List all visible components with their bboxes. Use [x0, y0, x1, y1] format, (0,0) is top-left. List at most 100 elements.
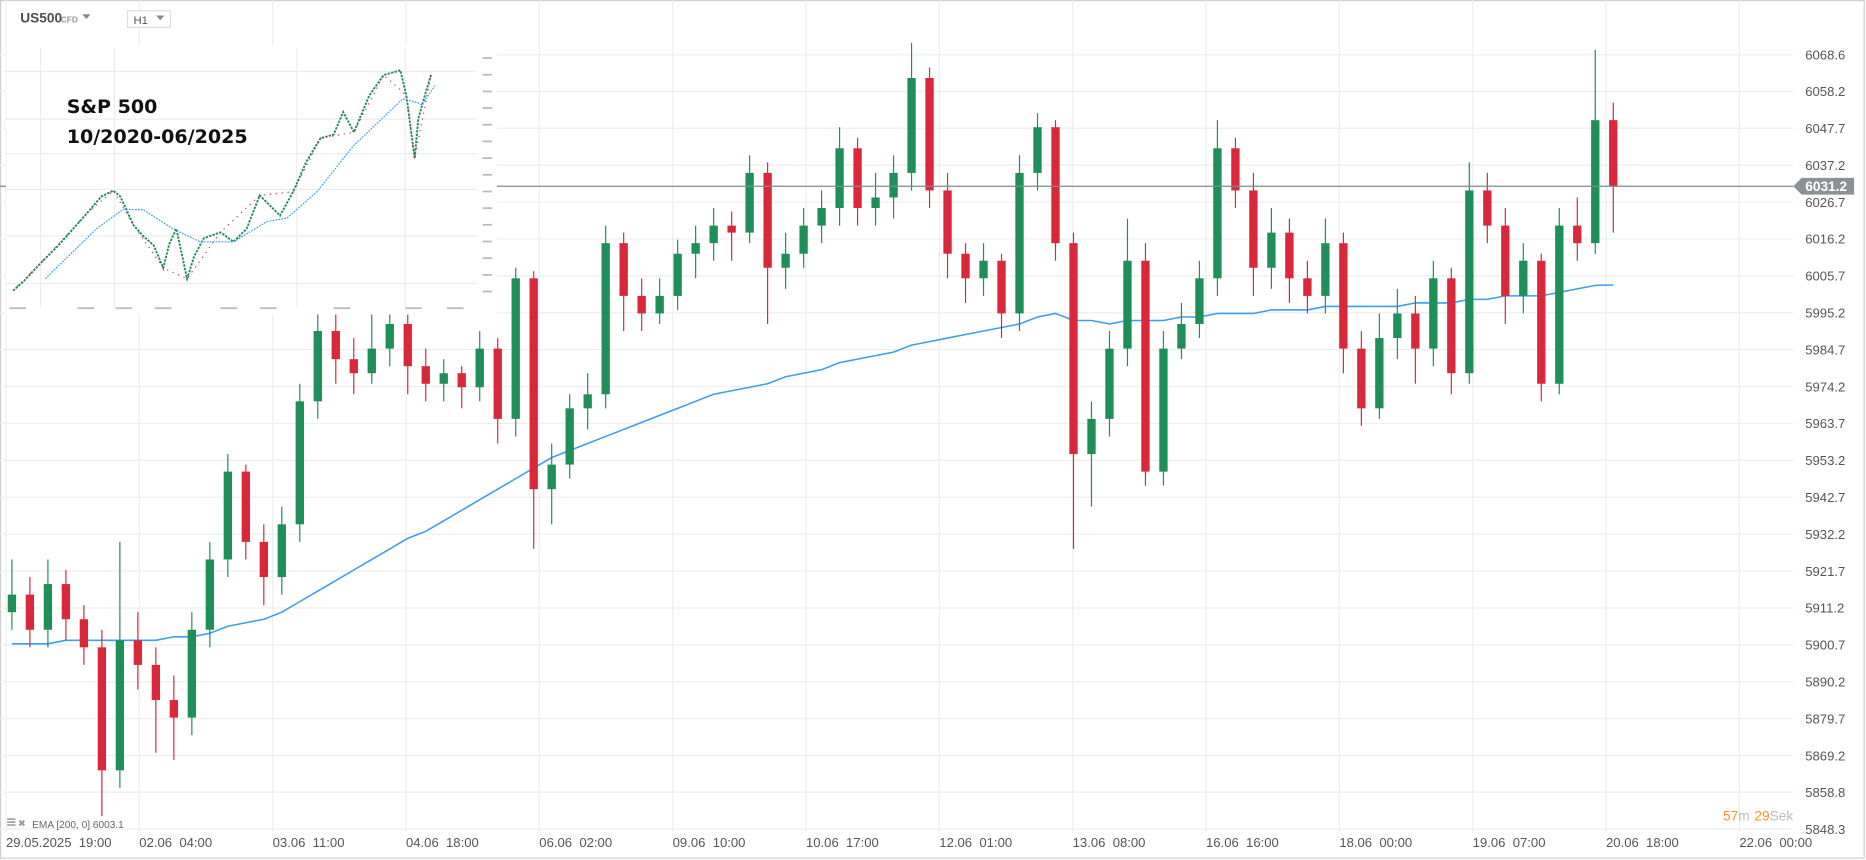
candle-down	[1051, 120, 1060, 261]
candle-down	[1303, 260, 1312, 314]
candle-up	[313, 302, 322, 419]
candle-body	[1177, 324, 1186, 349]
candle-body	[1141, 260, 1150, 472]
candle-up	[1123, 218, 1132, 367]
candle-body	[187, 629, 197, 718]
candle-down	[1411, 295, 1420, 384]
candle-body	[259, 541, 268, 578]
candle-body	[835, 148, 844, 209]
candle-body	[421, 366, 430, 384]
candle-body	[1573, 225, 1582, 244]
candle-body	[43, 584, 53, 630]
y-tick-label: 5858.8	[1805, 785, 1845, 800]
candle-body	[349, 359, 358, 374]
candle-body	[817, 208, 826, 226]
candle-up	[709, 208, 718, 261]
candle-up	[799, 208, 808, 268]
candle-up	[565, 394, 574, 479]
candle-down	[241, 464, 250, 560]
candle-body	[277, 524, 286, 578]
candle-down	[1501, 208, 1510, 325]
candle-body	[457, 373, 466, 388]
candle-body	[1051, 127, 1060, 244]
x-tick-label: 12.06 01:00	[939, 835, 1012, 850]
candle-body	[925, 77, 934, 191]
candle-body	[979, 260, 988, 279]
candle-down	[727, 211, 736, 261]
x-tick-label: 04.06 18:00	[406, 835, 479, 850]
candle-body	[79, 619, 89, 648]
candle-body	[1393, 313, 1402, 339]
x-tick-label: 10.06 17:00	[806, 835, 879, 850]
candle-body	[205, 559, 215, 630]
candle-body	[169, 700, 179, 718]
remove-indicator-icon[interactable]: ✖	[18, 819, 26, 830]
candle-up	[1195, 260, 1204, 339]
candle-up	[673, 239, 682, 310]
x-tick-label: 13.06 08:00	[1073, 835, 1146, 850]
candle-body	[1015, 172, 1024, 314]
candle-down	[1069, 232, 1078, 549]
candle-body	[493, 348, 502, 419]
x-tick-label: 22.06 00:00	[1739, 835, 1812, 850]
candle-body	[1429, 278, 1438, 349]
y-tick-label: 5869.2	[1805, 748, 1845, 763]
candle-body	[1447, 278, 1456, 374]
price-tag: 6031.2	[1793, 177, 1855, 195]
candle-down	[493, 338, 502, 444]
candle-down	[997, 253, 1006, 339]
candle-down	[1249, 172, 1258, 296]
candle-body	[511, 278, 520, 419]
candle-body	[889, 172, 898, 198]
candle-body	[1033, 127, 1042, 173]
y-tick-label: 6026.7	[1805, 195, 1845, 210]
symbol-type: CFD	[61, 15, 78, 25]
price-axis[interactable]: 6068.6 6058.2 6047.7 6037.2 6026.7 6016.2 6005…	[1805, 48, 1845, 837]
x-tick-label: 18.06 00:00	[1339, 835, 1412, 850]
candle-body	[1339, 243, 1348, 349]
candle-up	[367, 313, 376, 384]
candle-up	[1087, 401, 1096, 507]
candle-body	[529, 278, 538, 490]
y-tick-label: 5890.2	[1805, 675, 1845, 690]
candle-up	[1015, 155, 1024, 332]
candle-body	[547, 464, 556, 490]
candle-body	[1357, 348, 1366, 409]
candle-down	[403, 313, 412, 395]
timeframe-selector[interactable]: H1	[126, 10, 171, 28]
candle-countdown: 57m 29Sek	[1723, 809, 1793, 824]
inset-background	[5, 45, 497, 315]
candle-up	[601, 225, 610, 409]
candle-down	[529, 271, 538, 549]
candle-body	[961, 253, 970, 279]
candle-down	[331, 313, 340, 384]
chevron-down-icon	[156, 15, 165, 21]
candle-down	[1573, 197, 1582, 261]
candle-body	[1555, 225, 1564, 384]
candle-body	[1087, 418, 1096, 455]
candle-body	[871, 197, 880, 209]
candle-down	[421, 348, 430, 402]
candle-up	[817, 190, 826, 244]
settings-icon[interactable]	[7, 818, 16, 826]
candle-up	[1159, 331, 1168, 486]
candle-up	[1267, 208, 1276, 289]
candle-body	[97, 647, 107, 771]
timeframe-box	[126, 10, 171, 28]
candle-up	[1033, 113, 1042, 191]
candle-up	[511, 267, 520, 437]
inset-image: S&P 500 10/2020-06/2025	[5, 45, 497, 315]
x-tick-label: 20.06 18:00	[1606, 835, 1679, 850]
symbol-selector[interactable]: US500 CFD	[20, 11, 91, 26]
candle-body	[1375, 338, 1384, 409]
candle-body	[691, 243, 700, 254]
inset-ema-path	[44, 85, 436, 280]
candle-body	[655, 295, 664, 314]
x-tick-label: 19.06 07:00	[1473, 835, 1546, 850]
candle-body	[439, 373, 448, 384]
time-axis[interactable]: 29.05.2025 19:00 02.06 04:00 03.06 11:00 04…	[6, 835, 1812, 850]
countdown-seconds: 29	[1754, 809, 1769, 824]
candle-up	[115, 541, 125, 788]
indicator-legend: ✖ EMA [200, 0] 6003.1	[7, 818, 124, 831]
